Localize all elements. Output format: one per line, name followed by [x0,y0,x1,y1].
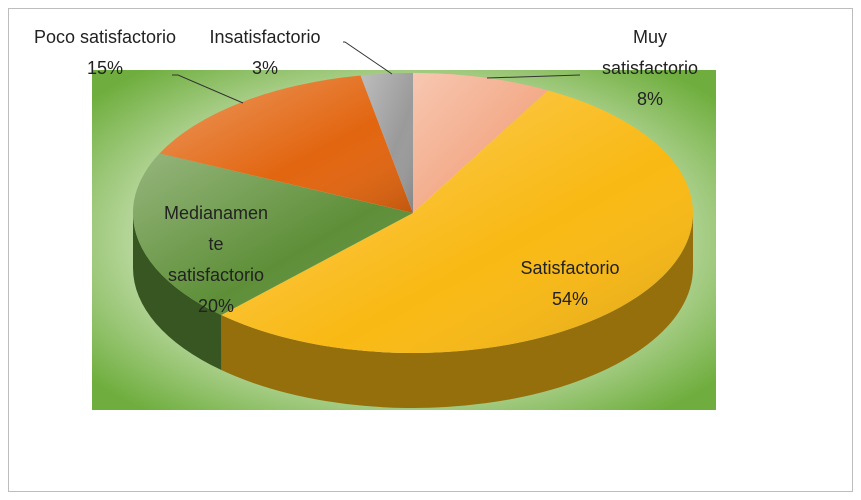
label-name: Poco satisfactorio [33,27,177,47]
pie-slice-side [221,213,693,408]
data-label: Satisfactorio 54% [490,253,650,315]
label-name: Muy satisfactorio [601,27,699,78]
leader-line [343,41,393,75]
label-value: 54% [551,289,589,309]
leader-line [172,74,244,104]
label-value: 15% [86,58,124,78]
leader-line [486,74,581,79]
label-value: 8% [636,89,663,109]
data-label: Medianamente satisfactorio 20% [162,198,270,322]
label-name: Insatisfactorio [209,27,321,47]
data-label: Insatisfactorio 3% [180,22,350,84]
label-value: 3% [251,58,278,78]
label-name: Medianamente satisfactorio [163,203,269,285]
label-value: 20% [197,296,235,316]
data-label: Muy satisfactorio 8% [585,22,715,115]
data-label: Poco satisfactorio 15% [30,22,180,84]
label-name: Satisfactorio [520,258,620,278]
